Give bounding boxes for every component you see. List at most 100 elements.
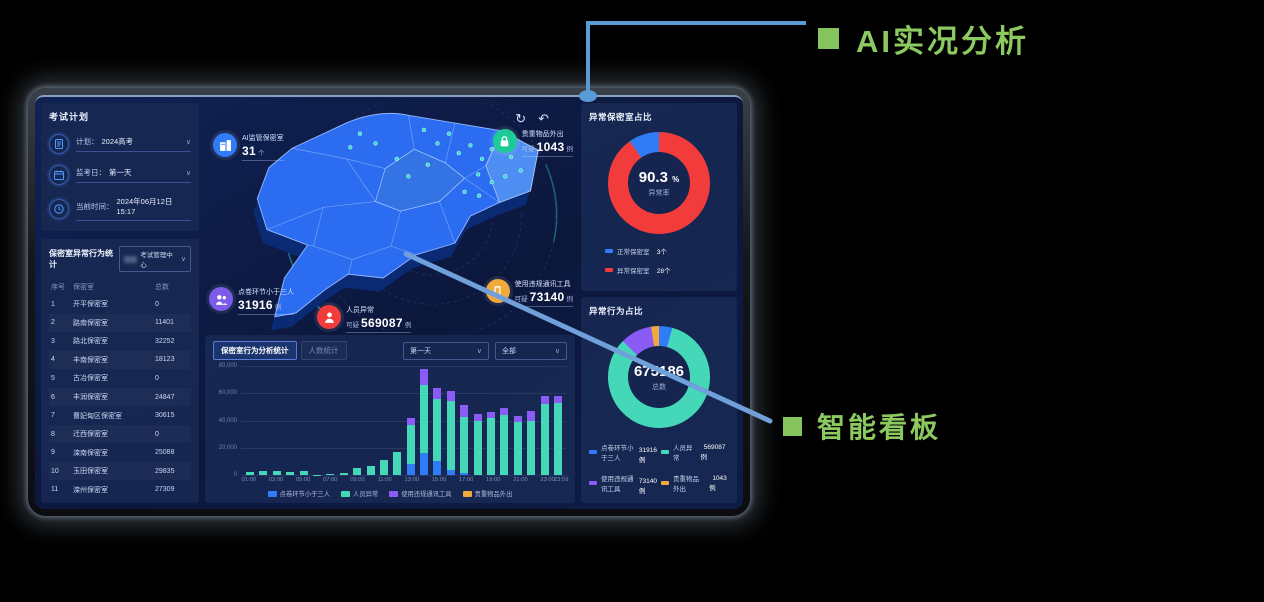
bar-20:00[interactable] bbox=[500, 366, 509, 475]
col-room: 保密室 bbox=[73, 284, 94, 291]
abnormal-behavior-panel: 异常行为占比 675186 总数 点卷环节小于三人 31916例 人员异常 569… bbox=[581, 297, 737, 503]
exam-day-value: 第一天 bbox=[109, 168, 132, 177]
abnormal-rooms-donut: 90.3 % 异常率 bbox=[608, 132, 710, 234]
bar-16:00[interactable] bbox=[446, 366, 455, 475]
bar-15:00[interactable] bbox=[433, 366, 442, 475]
chevron-down-icon: ∨ bbox=[554, 347, 560, 355]
table-row: 4 丰南保密室 18123 bbox=[49, 351, 191, 370]
table-row: 1 开平保密室 0 bbox=[51, 300, 159, 309]
bar-chart-legend: 点卷环节小于三人 人员异常 使用违规通讯工具 贵重物品外出 bbox=[213, 486, 567, 499]
bar-01:00[interactable] bbox=[246, 366, 254, 475]
bar-21:00[interactable] bbox=[513, 366, 522, 475]
badge-illegal-phone: 使用违规通讯工具 可疑 73140 例 bbox=[485, 279, 573, 307]
abnormal-behavior-title: 异常行为占比 bbox=[589, 306, 644, 316]
current-time-label: 当前时间： bbox=[76, 201, 114, 211]
day-select[interactable]: 第一天 ∨ bbox=[403, 341, 489, 360]
abnormal-behavior-donut: 675186 总数 bbox=[608, 326, 710, 428]
legend-item: 人员异常 bbox=[341, 489, 378, 498]
refresh-icon[interactable]: ↻ bbox=[515, 111, 527, 126]
exam-day-field: 监考日： 第一天 ∨ bbox=[49, 165, 191, 185]
tab-headcount[interactable]: 人数统计 bbox=[300, 341, 347, 360]
badge-person-abnormal: 人员异常 可疑 569087 例 bbox=[317, 305, 412, 333]
bar-02:00[interactable] bbox=[259, 366, 268, 475]
green-square-bullet bbox=[818, 28, 839, 49]
left-column: 考试计划 计划： 2024高考 ∨ 监考 bbox=[41, 103, 199, 503]
bar-14:00[interactable] bbox=[420, 366, 429, 475]
plan-value: 2024高考 bbox=[101, 137, 134, 146]
green-square-bullet bbox=[783, 416, 802, 436]
callout-ai-label: AI实况分析 bbox=[856, 24, 1029, 59]
table-header: 序号 保密室 总数 bbox=[49, 279, 191, 295]
bar-19:00[interactable] bbox=[487, 366, 496, 475]
chevron-down-icon: ∨ bbox=[180, 256, 186, 263]
callout-ai-analysis: AI实况分析 bbox=[818, 16, 1029, 61]
tab-behavior-analysis[interactable]: 保密室行为分析统计 bbox=[213, 341, 297, 360]
plan-field: 计划： 2024高考 ∨ bbox=[49, 134, 191, 154]
exam-day-label: 监考日： bbox=[76, 168, 106, 177]
center-column: ↻ ↶ AI监管保密室 31 个 bbox=[205, 103, 575, 503]
redacted-text bbox=[123, 255, 138, 263]
room-table-body: 1 开平保密室 0 2 路南保密室 11401 3 路北保密室 32252 4 丰南保密室 18123… bbox=[49, 295, 191, 499]
room-stats-panel: 保密室异常行为统计 考试管理中心 ∨ 序号 保密室 总数 1 开平保密室 0 2 路南保… bbox=[41, 239, 199, 503]
bar-06:00[interactable] bbox=[312, 366, 321, 475]
building-icon bbox=[213, 133, 237, 157]
bar-13:00[interactable] bbox=[406, 366, 415, 475]
region-map[interactable]: ↻ ↶ AI监管保密室 31 个 bbox=[205, 103, 575, 333]
bar-22:00[interactable] bbox=[527, 366, 536, 475]
chevron-down-icon[interactable]: ∨ bbox=[185, 169, 191, 177]
badge-valuables-out: 贵重物品外出 可疑 1043 例 bbox=[492, 129, 573, 157]
back-icon[interactable]: ↶ bbox=[538, 111, 549, 126]
scope-select[interactable]: 全部 ∨ bbox=[495, 341, 567, 360]
abnormal-behavior-legend: 点卷环节小于三人 31916例 人员异常 569087例 使用违规通讯工具 7314… bbox=[589, 440, 729, 495]
bar-plot bbox=[241, 366, 567, 476]
legend-item: 贵重物品外出 1043例 bbox=[661, 471, 729, 495]
plan-icon bbox=[49, 134, 69, 154]
bar-04:00[interactable] bbox=[286, 366, 295, 475]
bar-09:00[interactable] bbox=[353, 366, 362, 475]
bar-12:00[interactable] bbox=[393, 366, 402, 475]
bar-chart-bars bbox=[241, 366, 567, 475]
total-count-label: 总数 bbox=[652, 383, 666, 391]
callout-smart-board: 智能看板 bbox=[783, 406, 941, 446]
abnormal-rooms-panel: 异常保密室占比 90.3 % 异常率 正常保密室 3个 异常保密室 28个 bbox=[581, 103, 737, 291]
abnormal-rate-label: 异常率 bbox=[648, 189, 670, 197]
badge-roll-check: 点卷环节小于三人 31916 例 bbox=[209, 287, 294, 315]
behavior-chart-panel: 保密室行为分析统计 人数统计 第一天 ∨ 全部 ∨ 0 20,00 bbox=[205, 335, 575, 503]
legend-item: 点卷环节小于三人 31916例 bbox=[589, 440, 657, 464]
calendar-icon bbox=[49, 165, 69, 185]
bar-23:00[interactable] bbox=[540, 366, 549, 475]
abnormal-rate-value: 90.3 bbox=[638, 168, 668, 186]
legend-item: 使用违规通讯工具 73140例 bbox=[589, 471, 657, 495]
callout-board-label: 智能看板 bbox=[817, 412, 942, 443]
bar-23:59[interactable] bbox=[553, 366, 562, 475]
person-icon bbox=[317, 305, 341, 329]
bar-11:00[interactable] bbox=[379, 366, 388, 475]
legend-item: 贵重物品外出 bbox=[462, 489, 512, 498]
legend-item: 使用违规通讯工具 bbox=[389, 489, 452, 498]
chevron-down-icon[interactable]: ∨ bbox=[185, 138, 191, 146]
bar-08:00[interactable] bbox=[339, 366, 348, 475]
phone-icon bbox=[485, 279, 510, 303]
room-stats-title: 保密室异常行为统计 bbox=[49, 249, 113, 269]
abnormal-rooms-legend: 正常保密室 3个 异常保密室 28个 bbox=[605, 246, 729, 275]
table-row: 5 古冶保密室 0 bbox=[51, 374, 159, 383]
exam-plan-title: 考试计划 bbox=[49, 112, 90, 122]
clock-icon bbox=[49, 198, 69, 219]
table-row: 3 路北保密室 32252 bbox=[51, 337, 175, 346]
bar-18:00[interactable] bbox=[473, 366, 482, 475]
bar-03:00[interactable] bbox=[272, 366, 281, 475]
map-toolbar: ↻ ↶ bbox=[515, 111, 549, 127]
bar-05:00[interactable] bbox=[299, 366, 308, 475]
legend-item: 异常保密室 28个 bbox=[605, 265, 729, 275]
y-axis-labels: 0 20,000 40,000 60,000 80,000 bbox=[218, 363, 237, 478]
table-row: 10 玉田保密室 29835 bbox=[49, 462, 191, 481]
badge-ai-rooms: AI监管保密室 31 个 bbox=[213, 133, 284, 161]
center-dropdown-value: 考试管理中心 bbox=[140, 252, 173, 269]
bar-07:00[interactable] bbox=[326, 366, 335, 475]
monitor-bezel: 考试计划 计划： 2024高考 ∨ 监考 bbox=[28, 88, 750, 516]
total-count-value: 675186 bbox=[633, 362, 685, 380]
col-total: 总数 bbox=[155, 284, 169, 291]
center-dropdown[interactable]: 考试管理中心 ∨ bbox=[118, 246, 191, 272]
bar-10:00[interactable] bbox=[366, 366, 375, 475]
bar-17:00[interactable] bbox=[460, 366, 469, 475]
